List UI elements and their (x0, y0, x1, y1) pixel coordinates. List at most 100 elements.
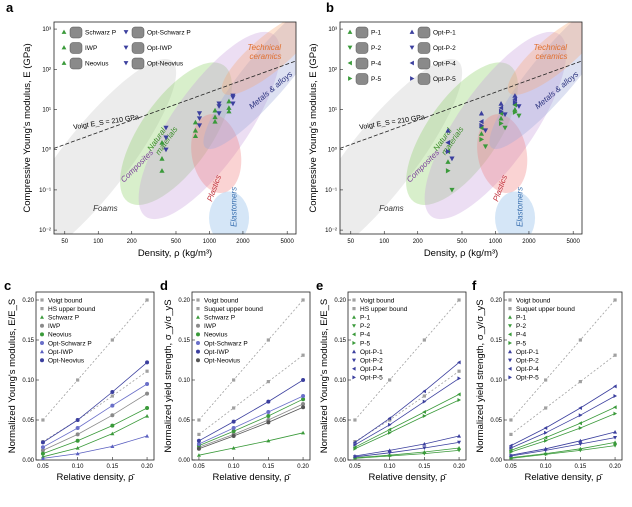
data-point-schwarz-p (159, 156, 165, 161)
region-label-elastomers: Elastomers (515, 187, 524, 227)
data-point-opt-neovius (231, 434, 236, 438)
legend-label-p-5: P-5 (360, 340, 371, 347)
data-point-opt-p-2 (613, 436, 618, 440)
data-point-opt-p-5 (509, 446, 513, 450)
series-line-opt-p-5 (354, 378, 460, 446)
legend-marker-opt-neovius (40, 358, 44, 363)
legend-label-opt-p-2: Opt-P-2 (360, 358, 383, 365)
series-line-iwp (42, 393, 148, 451)
data-point-hs-upper-bound (110, 394, 114, 398)
data-point-p-5 (353, 446, 357, 451)
data-point-neovius (226, 108, 232, 114)
legend-label-iwp: IWP (48, 323, 60, 330)
x-tick-label: 50 (61, 239, 68, 245)
y-tick-label: 0.15 (334, 338, 346, 344)
x-tick-label: 50 (347, 239, 354, 245)
legend-label-p-4: P-4 (516, 332, 527, 339)
legend-marker-p-2 (352, 324, 356, 328)
data-point-opt-p-1 (578, 438, 583, 443)
legend-marker-hs-upper-bound (40, 307, 44, 311)
data-point-opt-p-4 (543, 426, 548, 430)
x-axis-title-e: Relative density, ρ̄ (368, 472, 447, 483)
data-point-opt-p-4 (387, 416, 392, 421)
x-tick-label: 0.15 (263, 464, 275, 470)
data-point-schwarz-p (75, 446, 80, 450)
y-tick-label: 0.00 (178, 458, 190, 464)
data-point-opt-p-4 (578, 406, 582, 410)
unit-cell-icon (355, 73, 369, 85)
y-tick-label: 0.10 (178, 378, 190, 384)
legend-marker-opt-p-2 (352, 358, 356, 363)
data-point-opt-p-2 (482, 128, 489, 134)
x-axis-title-f: Relative density, ρ̄ (524, 472, 603, 483)
legend-marker-opt-p-2 (409, 45, 415, 50)
region-label-elastomers: Elastomers (229, 187, 238, 227)
data-point-voigt-bound (353, 418, 357, 422)
legend-b: P-1 Opt-P-1 P-2 Opt-P-2 P-4 Opt-P-4 P-5 Opt-P-5 (347, 26, 456, 85)
panel-label-f: f (472, 278, 477, 293)
legend-marker-voigt-bound (508, 298, 512, 302)
legend-label-p-1: P-1 (360, 315, 371, 322)
data-point-hs-upper-bound (422, 394, 426, 398)
unit-cell-icon (355, 26, 369, 39)
legend-label-p-4: P-4 (360, 332, 371, 339)
data-point-schwarz-p (266, 438, 271, 443)
data-point-opt-p-5 (613, 394, 618, 398)
data-point-p-5 (445, 168, 451, 174)
region-plastics (191, 114, 242, 194)
data-point-opt-neovius (196, 123, 203, 129)
region-foams (340, 58, 463, 234)
y-tick-label: 0.10 (490, 378, 502, 384)
series-line-opt-p-4 (354, 362, 460, 443)
series-line-hs-upper-bound (354, 370, 460, 442)
data-point-opt-p-1 (457, 434, 462, 438)
panel-label-a: a (6, 0, 14, 15)
data-point-suquet-upper-bound (232, 406, 236, 410)
legend-label-opt-iwp: Opt-IWP (48, 349, 73, 356)
series-line-neovius (42, 407, 148, 454)
x-tick-label: 5000 (567, 239, 581, 245)
data-point-p-1 (498, 115, 504, 121)
series-line-opt-schwarz-p (42, 383, 148, 448)
data-point-p-4 (512, 102, 518, 108)
data-point-voigt-bound (76, 378, 80, 382)
data-point-iwp (192, 119, 199, 125)
data-point-opt-schwarz-p (196, 116, 203, 122)
data-point-p-4 (387, 427, 392, 432)
legend-label-neovius: Neovius (85, 61, 109, 68)
legend-label-neovius: Neovius (204, 332, 228, 339)
y-axis-title-e: Normalized Young's modulus, E/E_S (319, 299, 330, 453)
series-line-p-5 (354, 399, 460, 450)
x-tick-label: 0.10 (228, 464, 240, 470)
legend-marker-schwarz-p (61, 29, 67, 34)
data-point-opt-iwp (216, 101, 222, 107)
data-point-p-1 (478, 131, 485, 136)
legend-marker-schwarz-p (40, 315, 44, 319)
y-tick-label: 10³ (328, 27, 337, 33)
data-point-opt-p-1 (387, 448, 392, 452)
legend-label-opt-neovius: Opt-Neovius (48, 358, 85, 365)
x-tick-label: 500 (457, 239, 468, 245)
data-point-neovius (301, 397, 306, 402)
legend-label-voigt-bound: Voigt bound (360, 297, 395, 304)
unit-cell-icon (417, 57, 431, 70)
legend-label-iwp: IWP (204, 323, 216, 330)
data-point-opt-neovius (216, 111, 222, 116)
data-point-opt-neovius (163, 147, 169, 153)
legend-label-opt-p-5: Opt-P-5 (360, 375, 383, 382)
data-point-opt-iwp (196, 111, 203, 116)
legend-marker-p-1 (508, 315, 512, 319)
legend-marker-p-5 (352, 341, 356, 345)
data-point-opt-iwp (75, 451, 80, 456)
y-tick-label: 0.05 (22, 418, 34, 424)
data-point-opt-p-5 (353, 442, 357, 447)
legend-label-p-2: P-2 (516, 323, 527, 330)
series-line-p-5 (510, 413, 616, 453)
x-axis-title-c: Relative density, ρ̄ (56, 472, 135, 483)
legend-marker-p-4 (352, 332, 356, 337)
data-point-opt-p-4 (613, 384, 617, 389)
y-tick-label: 10² (42, 67, 51, 73)
region-label-foams: Foams (379, 204, 403, 213)
